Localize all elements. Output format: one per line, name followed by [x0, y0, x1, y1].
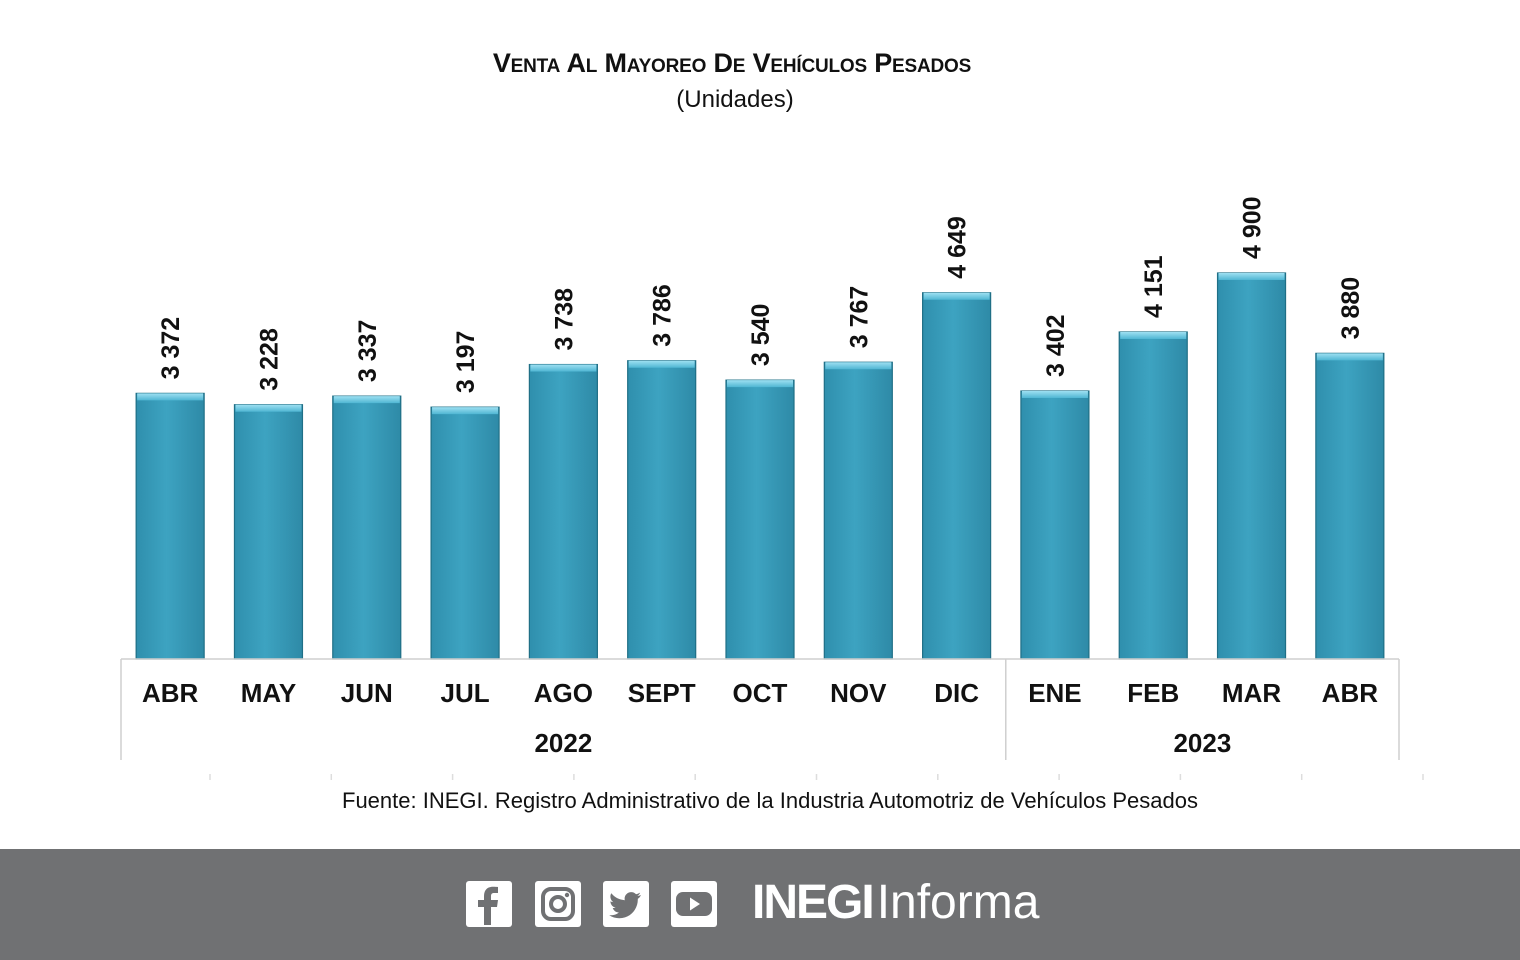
value-label: 3 767 [845, 286, 873, 349]
value-label: 3 540 [747, 304, 775, 367]
bar [233, 404, 304, 660]
year-label: 2022 [534, 728, 592, 758]
value-label: 3 738 [550, 288, 578, 351]
category-label: ABR [1322, 678, 1379, 708]
value-label: 3 228 [255, 328, 283, 391]
category-label: JUL [441, 678, 490, 708]
category-label: ABR [142, 678, 199, 708]
value-label: 4 649 [944, 216, 972, 279]
bar [922, 292, 992, 660]
value-label: 3 337 [354, 320, 382, 383]
value-label: 3 786 [649, 284, 677, 347]
bar [430, 406, 500, 660]
category-label: SEPT [628, 678, 696, 708]
category-label: JUN [341, 678, 393, 708]
bar [1118, 331, 1188, 660]
facebook-icon[interactable] [466, 881, 512, 927]
inegi-informa-logo[interactable]: INEGIInforma [752, 876, 1040, 929]
twitter-icon[interactable] [603, 881, 649, 927]
source-note: Fuente: INEGI. Registro Administrativo d… [342, 788, 1198, 813]
bar [725, 379, 795, 660]
bar [627, 360, 697, 660]
bar-chart: 3 372 3 228 3 337 3 197 3 738 3 786 3 540 3 767… [120, 196, 1424, 780]
category-label: FEB [1127, 678, 1179, 708]
value-label: 3 372 [157, 317, 185, 380]
value-label: 3 197 [452, 331, 480, 394]
chart-subtitle: (Unidades) [676, 86, 794, 113]
value-label: 4 900 [1239, 196, 1267, 259]
category-label: ENE [1028, 678, 1081, 708]
year-label: 2023 [1173, 728, 1231, 758]
footer-bar: INEGIInforma [0, 849, 1520, 960]
category-label: AGO [534, 678, 593, 708]
chart-title: Venta al mayoreo de vehículos pesados [492, 48, 972, 78]
value-label: 3 402 [1042, 314, 1070, 377]
bar [332, 395, 402, 660]
category-label: MAY [241, 678, 296, 708]
instagram-icon[interactable] [535, 881, 581, 927]
bar [1315, 352, 1385, 660]
category-label: OCT [733, 678, 788, 708]
category-label: DIC [934, 678, 979, 708]
bar [528, 363, 598, 660]
value-label: 3 880 [1337, 277, 1365, 340]
bar [1216, 272, 1287, 660]
bar [135, 392, 205, 660]
youtube-icon[interactable] [671, 881, 717, 927]
bar [1020, 390, 1090, 660]
value-label: 4 151 [1140, 255, 1168, 318]
category-label: MAR [1222, 678, 1281, 708]
bar [823, 361, 893, 660]
category-label: NOV [830, 678, 887, 708]
